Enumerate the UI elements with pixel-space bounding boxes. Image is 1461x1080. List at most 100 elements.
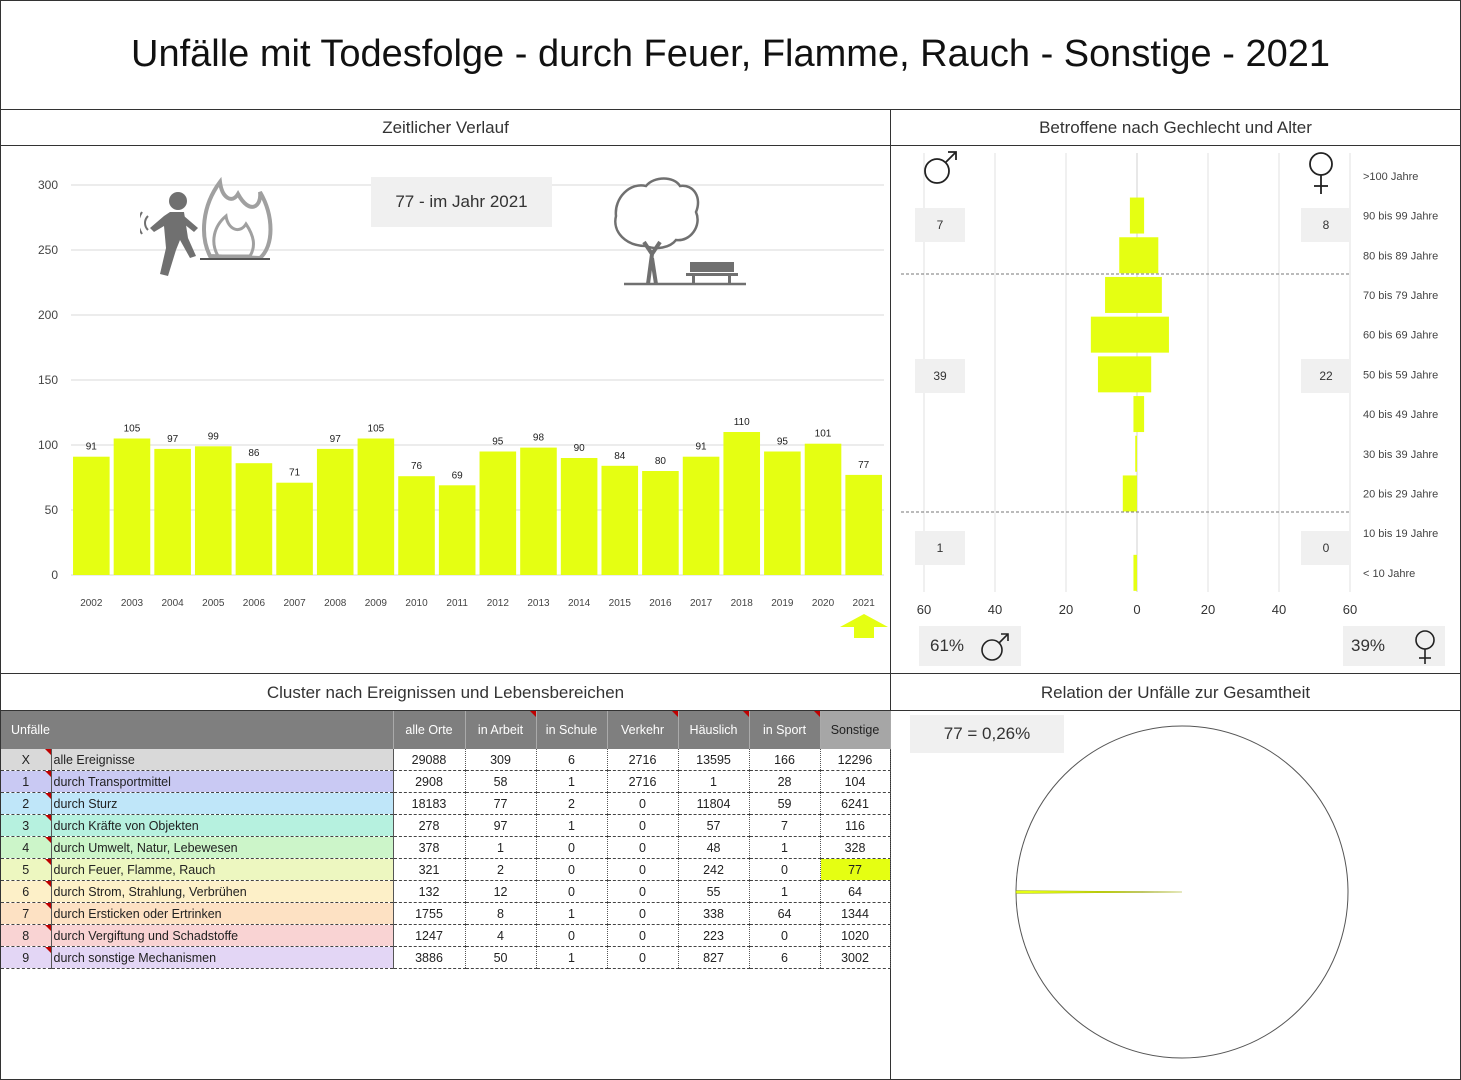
table-cell: 278 [393, 814, 466, 837]
table-cell: 13595 [678, 749, 750, 771]
male-share-value: 61% [930, 636, 965, 655]
column-header: in Arbeit [465, 711, 537, 749]
table-header-row: Unfälle alle Orte in Arbeit in Schule Ve… [1, 711, 891, 749]
cluster-header: Cluster nach Ereignissen und Lebensberei… [266, 683, 625, 702]
age-group-label: < 10 Jahre [1363, 568, 1415, 580]
table-row: 3 durch Kräfte von Objekten 278 97 1 0 57 7 116 [1, 814, 891, 837]
table-cell: 0 [607, 946, 679, 969]
bar [316, 448, 354, 575]
table-cell: 0 [536, 858, 608, 881]
bar [560, 458, 598, 575]
bar-value-label: 95 [492, 437, 504, 448]
bar [438, 485, 476, 575]
cluster-table: Unfälle alle Orte in Arbeit in Schule Ve… [1, 711, 891, 969]
table-cell: 827 [678, 946, 750, 969]
table-cell: 2 [465, 858, 537, 881]
table-cell: 2 [536, 792, 608, 815]
table-cell: 2716 [607, 749, 679, 771]
male-share-box: 61% [919, 626, 1021, 666]
row-label: durch Kräfte von Objekten [51, 814, 394, 837]
female-bar [1137, 316, 1169, 353]
bar [479, 451, 517, 575]
x-tick-label: 2003 [121, 598, 144, 609]
table-cell: 3886 [393, 946, 466, 969]
table-row: 7 durch Ersticken oder Ertrinken 1755 8 1 0 33… [1, 902, 891, 925]
bar [194, 446, 232, 575]
table-cell: 132 [393, 880, 466, 903]
x-tick-label: 2020 [812, 598, 835, 609]
relation-header: Relation der Unfälle zur Gesamtheit [1040, 683, 1311, 702]
x-tick-label: 2019 [771, 598, 794, 609]
bar-value-label: 91 [696, 442, 708, 453]
row-id: 7 [1, 902, 52, 925]
x-tick-label: 2006 [243, 598, 266, 609]
x-tick-label: 2014 [568, 598, 591, 609]
panel-header-divider-2 [0, 710, 1461, 711]
bar [154, 448, 191, 575]
row-id: 9 [1, 946, 52, 969]
x-tick-label: 60 [917, 602, 931, 617]
table-cell: 0 [536, 880, 608, 903]
x-tick-label: 2012 [487, 598, 510, 609]
bar-value-label: 95 [777, 437, 789, 448]
bar [235, 463, 273, 575]
male-symbol-icon [981, 633, 1009, 661]
x-tick-label: 2002 [80, 598, 103, 609]
pie-slice-share [1015, 890, 1183, 894]
age-group-label: 90 bis 99 Jahre [1363, 211, 1438, 223]
column-header: in Schule [536, 711, 608, 749]
table-cell: 1 [536, 902, 608, 925]
age-group-label: 60 bis 69 Jahre [1363, 330, 1438, 342]
pyramid-header: Betroffene nach Gechlecht und Alter [1039, 118, 1312, 137]
column-header: in Sport [749, 711, 821, 749]
table-row: 5 durch Feuer, Flamme, Rauch 321 2 0 0 242 0 77 [1, 858, 891, 881]
male-bar [1097, 356, 1137, 393]
bar-value-label: 86 [248, 448, 260, 459]
column-header: Verkehr [607, 711, 679, 749]
table-cell: 1 [749, 880, 821, 903]
row-id: 2 [1, 792, 52, 815]
male-bar [1122, 475, 1137, 512]
bar-value-label: 97 [167, 434, 179, 445]
table-cell: 3002 [820, 946, 891, 969]
table-cell: 0 [607, 880, 679, 903]
male-bar [1133, 396, 1137, 433]
bar-value-label: 110 [734, 417, 750, 428]
table-cell: 64 [749, 902, 821, 925]
table-cell: 223 [678, 924, 750, 947]
age-group-label: 10 bis 19 Jahre [1363, 528, 1438, 540]
table-cell: 77 [465, 792, 537, 815]
x-tick-label: 40 [988, 602, 1002, 617]
x-tick-label: 2015 [609, 598, 632, 609]
table-row: 4 durch Umwelt, Natur, Lebewesen 378 1 0 0 48 1… [1, 836, 891, 859]
female-count-box-20-79: 22 [1301, 359, 1351, 393]
table-cell: 378 [393, 836, 466, 859]
bar [723, 432, 761, 575]
table-cell: 12296 [820, 749, 891, 771]
bar [73, 456, 110, 575]
bar-value-label: 84 [614, 451, 626, 462]
female-bar [1137, 237, 1159, 274]
column-header: Häuslich [678, 711, 750, 749]
y-tick-label: 300 [38, 178, 58, 192]
table-cell: 59 [749, 792, 821, 815]
row-id: X [1, 749, 52, 771]
age-group-label: 80 bis 89 Jahre [1363, 250, 1438, 262]
table-cell: 11804 [678, 792, 750, 815]
bar-value-label: 69 [452, 470, 464, 481]
table-cell: 48 [678, 836, 750, 859]
column-header: alle Orte [393, 711, 466, 749]
x-tick-label: 2017 [690, 598, 713, 609]
row-label: alle Ereignisse [51, 749, 394, 771]
table-row: 6 durch Strom, Strahlung, Verbrühen 132 12 0… [1, 880, 891, 903]
x-tick-label: 0 [1133, 602, 1140, 617]
bar-value-label: 99 [208, 431, 220, 442]
x-tick-label: 2016 [649, 598, 672, 609]
bar [682, 456, 720, 575]
table-cell: 1 [536, 814, 608, 837]
row-id: 6 [1, 880, 52, 903]
female-bar [1137, 197, 1145, 234]
bar-value-label: 71 [289, 468, 301, 479]
table-cell: 309 [465, 749, 537, 771]
